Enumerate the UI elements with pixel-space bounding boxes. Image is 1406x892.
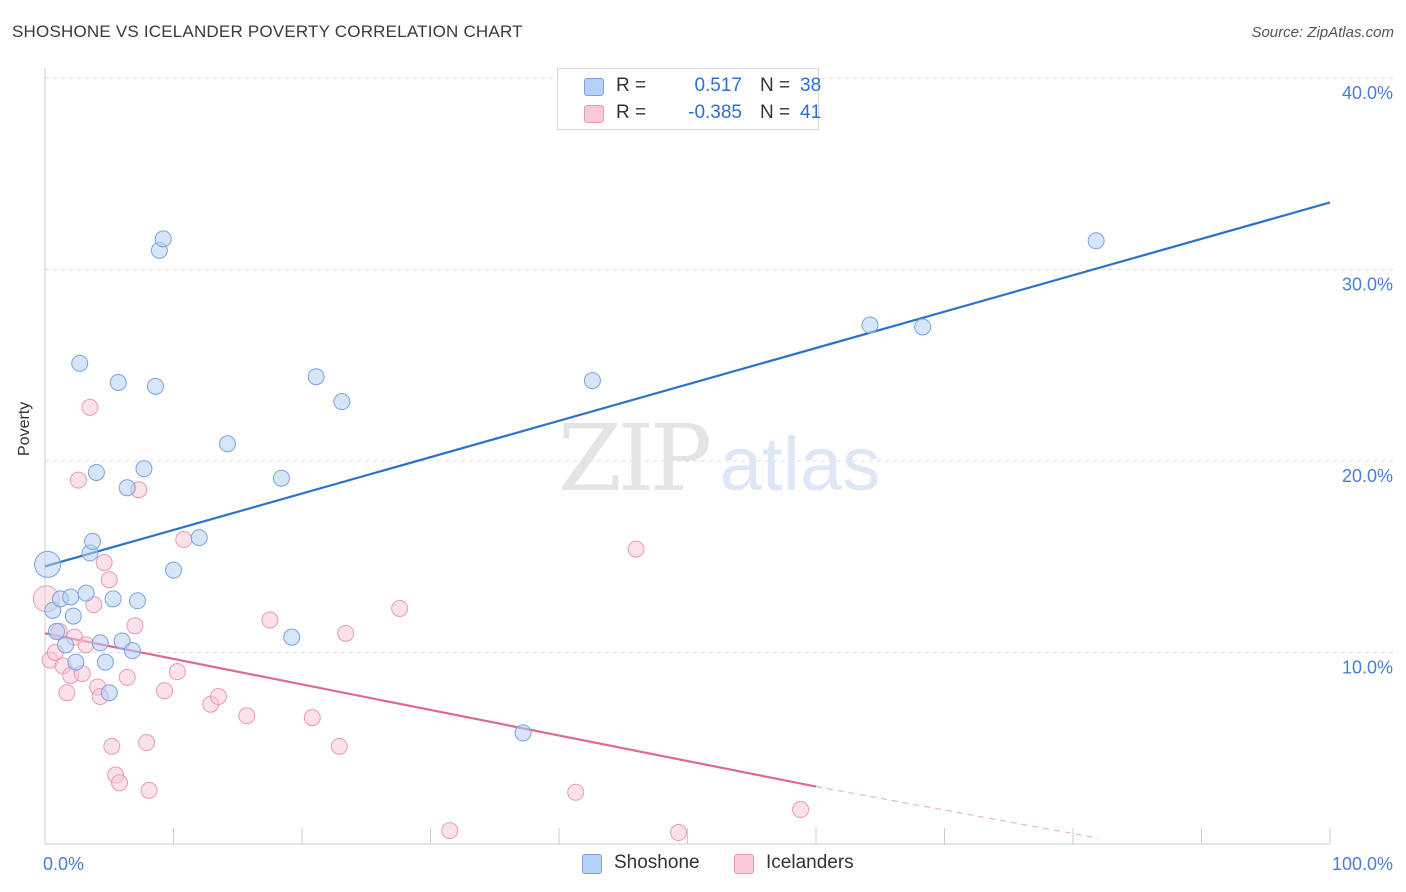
data-point-shoshone	[87, 463, 105, 481]
data-point-shoshone	[129, 592, 147, 610]
data-point-icelanders	[126, 617, 144, 635]
axes	[44, 68, 1331, 845]
legend-r-value: 0.517	[694, 75, 742, 96]
series-swatch-shoshone	[582, 854, 602, 874]
data-points	[32, 230, 1105, 842]
data-point-icelanders	[103, 737, 121, 755]
y-axis-label: Poverty	[16, 401, 33, 456]
data-point-shoshone	[861, 316, 879, 334]
data-point-shoshone	[118, 479, 136, 497]
data-point-icelanders	[111, 774, 129, 792]
series-legend-label: Shoshone	[614, 852, 700, 873]
data-point-icelanders	[792, 801, 810, 819]
data-point-icelanders	[100, 571, 118, 589]
data-point-icelanders	[138, 734, 156, 752]
y-tick-label: 10.0%	[1342, 658, 1393, 678]
data-point-icelanders	[567, 783, 585, 801]
data-point-icelanders	[337, 624, 355, 642]
data-point-icelanders	[238, 707, 256, 725]
data-point-shoshone	[34, 550, 62, 578]
data-point-shoshone	[165, 561, 182, 579]
gridlines	[45, 77, 1393, 653]
data-point-icelanders	[209, 688, 227, 706]
watermark-atlas: atlas	[720, 422, 881, 507]
data-point-icelanders	[81, 398, 99, 416]
data-point-icelanders	[140, 781, 158, 799]
data-point-shoshone	[147, 377, 165, 395]
legend-swatch-shoshone	[584, 78, 604, 96]
legend-swatch-icelanders	[584, 105, 604, 123]
legend-r-label: R =	[616, 75, 647, 96]
series-legend: Shoshone Icelanders	[0, 852, 1406, 878]
data-point-shoshone	[62, 588, 80, 606]
data-point-icelanders	[58, 684, 76, 702]
chart-title: SHOSHONE VS ICELANDER POVERTY CORRELATIO…	[12, 22, 523, 41]
legend-n-label: N =	[760, 102, 791, 123]
series-swatch-icelanders	[734, 854, 754, 874]
data-point-shoshone	[77, 584, 95, 602]
data-point-icelanders	[118, 668, 136, 686]
legend-n-value: 41	[800, 102, 822, 123]
data-point-shoshone	[67, 653, 85, 671]
data-point-shoshone	[283, 628, 301, 646]
data-point-shoshone	[91, 634, 109, 652]
data-point-icelanders	[670, 824, 688, 842]
data-point-shoshone	[96, 653, 114, 671]
y-tick-label: 30.0%	[1342, 275, 1393, 295]
data-point-icelanders	[69, 471, 87, 489]
data-point-shoshone	[154, 230, 172, 248]
legend-n-value: 38	[800, 75, 822, 96]
x-tick-label: 100.0%	[1332, 854, 1393, 874]
source-label: Source: ZipAtlas.com	[1251, 24, 1394, 41]
data-point-shoshone	[135, 460, 153, 478]
data-point-shoshone	[272, 469, 290, 487]
watermark-zip: ZIP	[558, 405, 709, 512]
data-point-shoshone	[123, 642, 141, 660]
data-point-icelanders	[261, 611, 279, 629]
y-tick-label: 40.0%	[1342, 83, 1393, 103]
data-point-shoshone	[71, 354, 89, 372]
data-point-shoshone	[64, 607, 82, 625]
y-tick-label: 20.0%	[1342, 466, 1393, 486]
data-point-shoshone	[1087, 232, 1105, 250]
trend-line-icelanders-extension	[815, 786, 1099, 839]
data-point-icelanders	[627, 540, 645, 558]
data-point-shoshone	[333, 393, 351, 411]
data-point-icelanders	[156, 682, 174, 700]
x-tick-label: 0.0%	[43, 854, 84, 874]
data-point-icelanders	[330, 737, 348, 755]
data-point-shoshone	[514, 724, 532, 742]
data-point-icelanders	[77, 636, 95, 654]
series-legend-label: Icelanders	[766, 852, 854, 873]
watermark: ZIP atlas	[558, 405, 880, 512]
data-point-shoshone	[100, 684, 118, 702]
trend-line-shoshone	[44, 201, 1331, 568]
data-point-shoshone	[57, 636, 75, 654]
data-point-shoshone	[190, 529, 208, 547]
data-point-shoshone	[48, 622, 66, 640]
data-point-shoshone	[307, 368, 325, 386]
data-point-shoshone	[218, 435, 236, 453]
trend-lines	[44, 201, 1331, 839]
data-point-shoshone	[583, 372, 601, 390]
x-tick-labels: 0.0% 100.0%	[43, 854, 1393, 874]
data-point-shoshone	[109, 373, 127, 391]
trend-line-icelanders	[44, 632, 817, 788]
legend-r-value: -0.385	[688, 102, 742, 123]
data-point-shoshone	[84, 532, 102, 550]
data-point-icelanders	[441, 822, 459, 840]
data-point-icelanders	[175, 531, 193, 549]
data-point-icelanders	[95, 553, 113, 571]
legend-n-label: N =	[760, 75, 791, 96]
data-point-shoshone	[914, 318, 932, 336]
data-point-icelanders	[391, 599, 409, 617]
y-tick-labels: 10.0% 20.0% 30.0% 40.0%	[1342, 83, 1393, 678]
legend-r-label: R =	[616, 102, 647, 123]
correlation-legend: R = 0.517 N = 38 R = -0.385 N = 41	[557, 68, 822, 130]
data-point-icelanders	[168, 663, 186, 681]
data-point-shoshone	[104, 590, 122, 608]
data-point-icelanders	[303, 709, 321, 727]
